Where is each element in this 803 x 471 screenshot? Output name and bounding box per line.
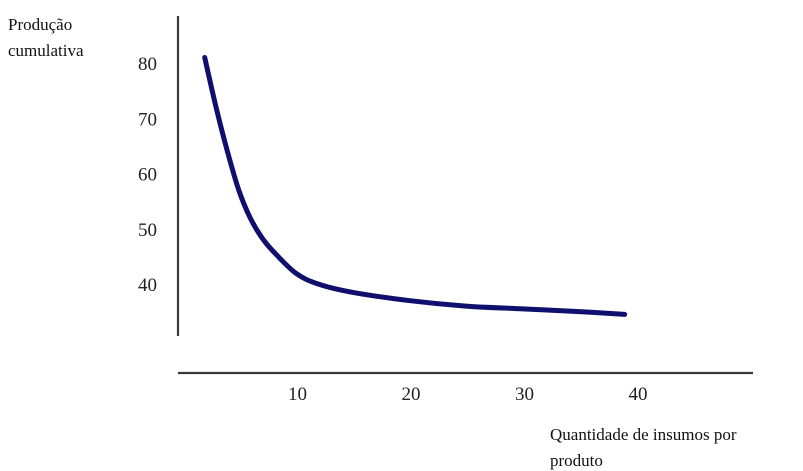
- y-axis-title-line-2: cumulativa: [8, 41, 84, 60]
- series-line-0: [202, 54, 628, 317]
- y-tick-label-40: 40: [138, 275, 157, 296]
- x-tick-label-20: 20: [402, 384, 421, 405]
- x-axis-title-line-1: Quantidade de insumos por: [550, 425, 737, 444]
- series-layer: [202, 54, 628, 317]
- y-tick-label-80: 80: [138, 54, 157, 75]
- x-axis-title-line-2: produto: [550, 451, 603, 470]
- x-tick-label-30: 30: [515, 384, 534, 405]
- x-tick-labels: 10 20 30 40: [288, 384, 648, 405]
- x-tick-label-40: 40: [629, 384, 648, 405]
- y-tick-label-60: 60: [138, 165, 157, 186]
- y-tick-label-70: 70: [138, 109, 157, 130]
- y-axis-title-line-1: Produção: [8, 15, 72, 34]
- y-tick-label-50: 50: [138, 220, 157, 241]
- y-tick-labels: 40 50 60 70 80: [138, 54, 157, 296]
- x-tick-label-10: 10: [288, 384, 307, 405]
- axes: [176, 16, 753, 375]
